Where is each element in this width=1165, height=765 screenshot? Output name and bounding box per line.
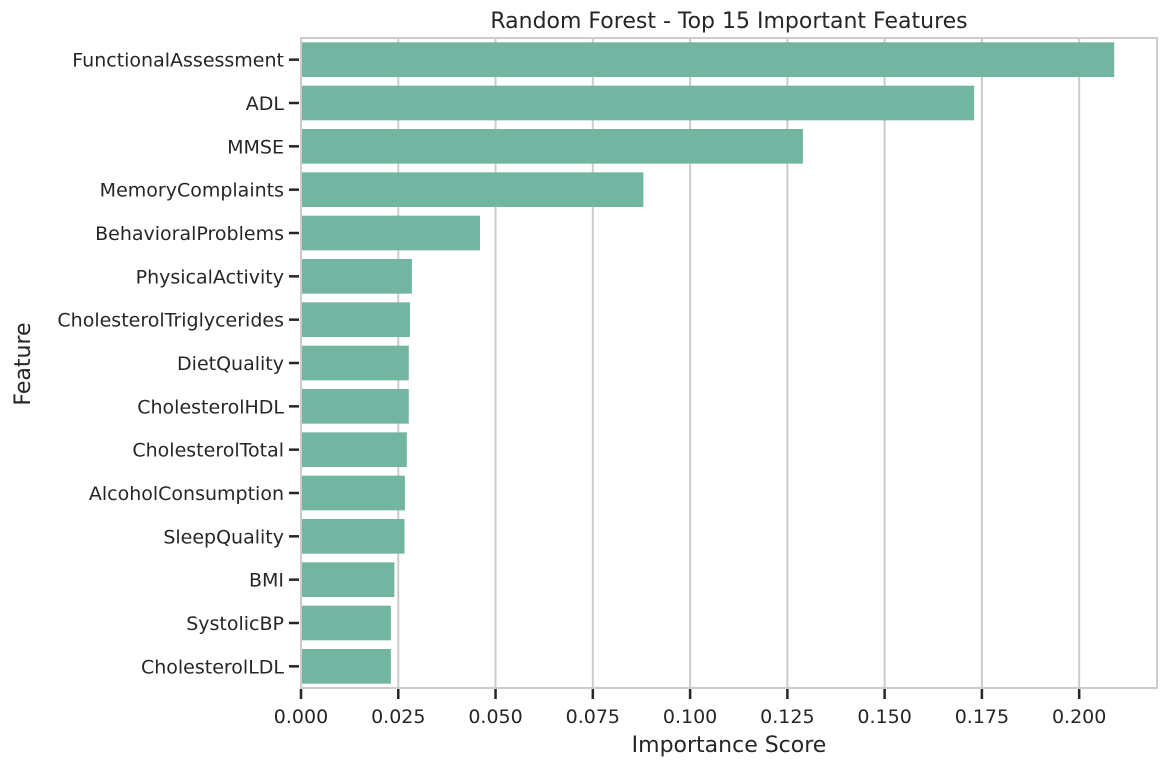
x-tick-label: 0.175 xyxy=(955,706,1009,728)
y-tick-label: SystolicBP xyxy=(186,613,284,635)
bar xyxy=(301,172,644,207)
y-tick-label: BehavioralProblems xyxy=(95,223,284,245)
y-tick-label: BMI xyxy=(249,570,284,592)
bar xyxy=(301,649,391,684)
bar xyxy=(301,519,405,554)
bar xyxy=(301,605,391,641)
y-tick-label: MemoryComplaints xyxy=(100,180,284,202)
x-tick-label: 0.025 xyxy=(371,706,425,728)
x-tick-label: 0.100 xyxy=(663,706,717,728)
y-tick-label: AlcoholConsumption xyxy=(89,483,284,505)
x-axis-label: Importance Score xyxy=(632,733,827,758)
y-tick-label: CholesterolHDL xyxy=(137,396,284,418)
x-tick-label: 0.150 xyxy=(857,706,911,728)
plot-frame xyxy=(300,37,1158,689)
y-axis-ticks: FunctionalAssessment ADL MMSE MemoryComplai… xyxy=(57,50,299,678)
y-tick-label: DietQuality xyxy=(177,353,284,375)
bar xyxy=(301,42,1115,77)
bar xyxy=(301,85,975,121)
y-tick-label: ADL xyxy=(246,93,285,115)
y-tick-label: FunctionalAssessment xyxy=(72,50,284,72)
x-tick-label: 0.050 xyxy=(468,706,522,728)
chart-title: Random Forest - Top 15 Important Feature… xyxy=(490,9,967,34)
bar xyxy=(301,432,407,467)
y-tick-label: PhysicalActivity xyxy=(136,266,284,288)
bar xyxy=(301,215,480,251)
x-tick-label: 0.125 xyxy=(760,706,814,728)
bar xyxy=(301,475,405,511)
bar xyxy=(301,562,395,597)
x-axis-ticks: 0.000 0.025 0.050 0.075 0.100 0.125 0.150 0.175… xyxy=(274,689,1106,728)
y-tick-label: CholesterolTotal xyxy=(132,440,284,462)
plot-border xyxy=(300,37,1158,689)
y-tick-label: SleepQuality xyxy=(163,526,284,548)
bar xyxy=(301,389,409,424)
y-tick-label: MMSE xyxy=(227,136,284,158)
x-tick-label: 0.000 xyxy=(274,706,328,728)
bar xyxy=(301,129,803,164)
y-tick-label: CholesterolLDL xyxy=(141,656,284,678)
x-tick-label: 0.075 xyxy=(566,706,620,728)
bar xyxy=(301,302,410,337)
y-axis-label: Feature xyxy=(11,322,36,405)
y-tick-label: CholesterolTriglycerides xyxy=(57,310,284,332)
bar xyxy=(301,259,412,294)
bars-group xyxy=(301,42,1115,684)
x-tick-label: 0.200 xyxy=(1052,706,1106,728)
bar xyxy=(301,345,409,381)
